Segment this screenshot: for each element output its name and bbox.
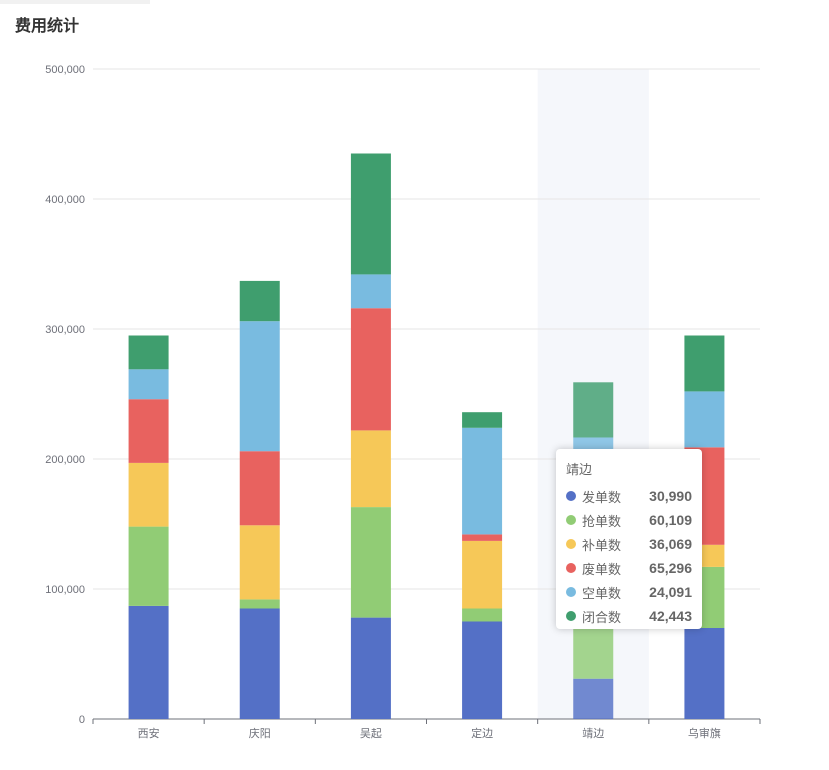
bar-segment: [128, 369, 169, 400]
tooltip-row: 废单数 65,296: [566, 556, 692, 580]
tooltip-row: 发单数 30,990: [566, 484, 692, 508]
bar-segment: [462, 427, 503, 535]
tooltip-series-value: 42,443: [649, 608, 692, 624]
bar-segment: [462, 621, 503, 719]
bar-segment: [573, 678, 614, 719]
bar-segment: [350, 153, 391, 275]
bar-segment: [128, 399, 169, 463]
bar-segment: [350, 507, 391, 618]
tooltip-row: 空单数 24,091: [566, 580, 692, 604]
tooltip-row: 闭合数 42,443: [566, 604, 692, 628]
y-tick-label: 200,000: [45, 454, 85, 466]
tooltip-series-value: 60,109: [649, 512, 692, 528]
bar-segment: [128, 605, 169, 719]
tooltip-row: 抢单数 60,109: [566, 508, 692, 532]
tooltip-series-name: 发单数: [582, 489, 622, 505]
bar-segment: [573, 382, 614, 438]
series-dot-icon: [566, 611, 576, 621]
bar-segment: [350, 617, 391, 719]
top-strip: [0, 0, 150, 4]
chart-title: 费用统计: [15, 18, 80, 35]
series-dot-icon: [566, 539, 576, 549]
series-dot-icon: [566, 587, 576, 597]
bar-segment: [462, 412, 503, 428]
bar-segment: [128, 335, 169, 370]
bar-segment: [462, 540, 503, 609]
tooltip-series-value: 24,091: [649, 584, 692, 600]
tooltip-row: 补单数 36,069: [566, 532, 692, 556]
bar-segment: [128, 462, 169, 527]
bar-segment: [239, 525, 280, 600]
bar-segment: [128, 526, 169, 606]
tooltip-series-name: 废单数: [582, 561, 622, 577]
tooltip-series-name: 闭合数: [582, 609, 622, 625]
bar-segment: [684, 628, 725, 719]
y-tick-label: 100,000: [45, 584, 85, 596]
bar-segment: [350, 274, 391, 309]
x-tick-label: 庆阳: [249, 726, 271, 740]
bar-segment: [239, 451, 280, 526]
bar-segment: [350, 430, 391, 508]
bar-segment: [239, 608, 280, 719]
series-dot-icon: [566, 491, 576, 501]
bar-segment: [462, 534, 503, 541]
bar-segment: [239, 599, 280, 609]
bar-segment: [350, 308, 391, 431]
tooltip-series-name: 空单数: [582, 585, 622, 601]
tooltip-series-name: 补单数: [582, 537, 622, 553]
y-tick-label: 500,000: [45, 64, 85, 76]
bar-segment: [684, 335, 725, 392]
x-tick-label: 靖边: [582, 727, 604, 740]
chart-tooltip: 靖边 发单数 30,990 抢单数 60,109 补单数 36,069 废单数 …: [556, 449, 702, 629]
x-tick-label: 西安: [138, 726, 160, 740]
series-dot-icon: [566, 515, 576, 525]
x-tick-label: 吴起: [360, 727, 382, 740]
series-dot-icon: [566, 563, 576, 573]
y-tick-label: 400,000: [45, 194, 85, 206]
y-tick-label: 0: [79, 714, 85, 726]
bar-segment: [684, 391, 725, 448]
x-tick-label: 定边: [471, 726, 493, 740]
bar-segment: [239, 321, 280, 452]
bar-segment: [239, 280, 280, 322]
tooltip-series-value: 36,069: [649, 536, 692, 552]
bar-segment: [462, 608, 503, 622]
y-tick-label: 300,000: [45, 324, 85, 336]
x-tick-label: 乌审旗: [688, 726, 721, 740]
tooltip-series-name: 抢单数: [582, 513, 622, 529]
tooltip-series-value: 30,990: [649, 488, 692, 504]
tooltip-series-value: 65,296: [649, 560, 692, 576]
tooltip-title: 靖边: [566, 462, 593, 477]
